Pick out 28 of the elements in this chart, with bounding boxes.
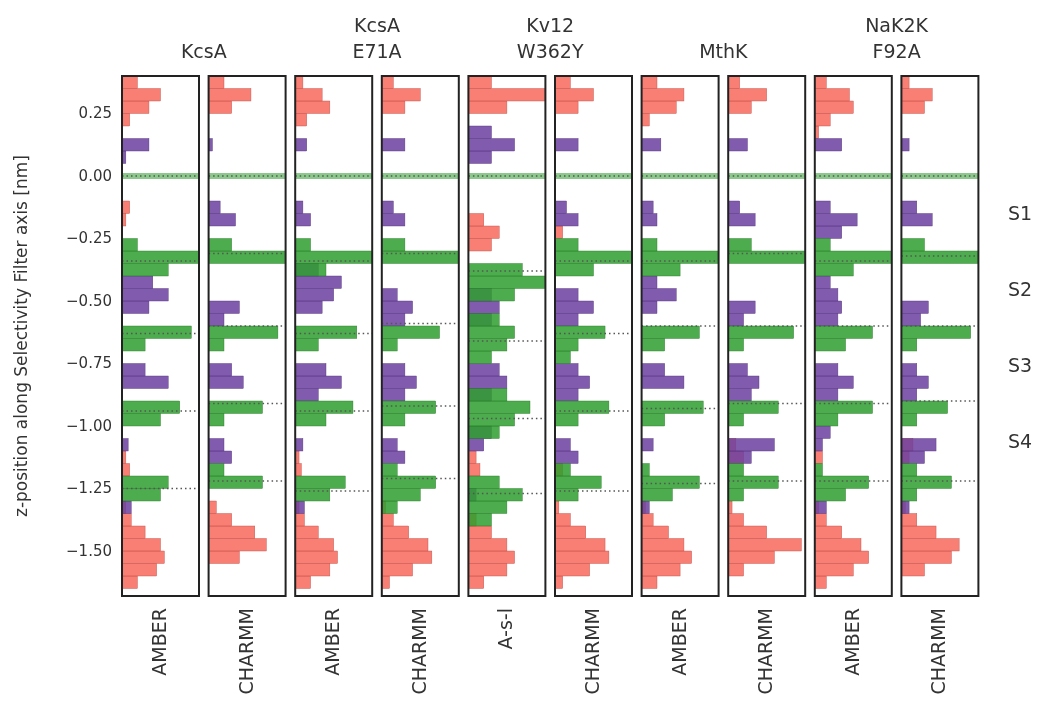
- y-tick-label: −1.25: [66, 479, 112, 497]
- text: AMBER: [667, 608, 690, 676]
- text: CHARMM: [927, 608, 950, 695]
- chart-title: Kv12 W362Y: [516, 14, 584, 62]
- text: S1: [1007, 201, 1033, 224]
- y-tick-label: −1.00: [66, 416, 112, 435]
- y-tick-label: 0.00: [78, 166, 112, 185]
- text: S3: [1007, 353, 1033, 376]
- chart-title: KcsA: [180, 40, 227, 62]
- text: AMBER: [840, 608, 863, 676]
- chart-title: NaK2K F92A: [865, 14, 929, 62]
- text: AMBER: [148, 608, 170, 676]
- text: CHARMM: [754, 608, 777, 695]
- text: CHARMM: [407, 608, 430, 695]
- text: CHARMM: [234, 608, 257, 695]
- text: A-s-l: [494, 608, 517, 650]
- text: AMBER: [321, 608, 344, 676]
- y-tick-label: −0.50: [66, 291, 112, 310]
- chart-title: MthK: [699, 40, 749, 62]
- y-tick-label: −1.50: [66, 541, 112, 560]
- y-axis-title: z-position along Selectivity Filter axis [nm]: [11, 155, 31, 517]
- text: S4: [1007, 429, 1033, 452]
- y-tick-label: −0.25: [66, 229, 112, 247]
- chart-title: KcsA E71A: [352, 14, 402, 62]
- y-tick-label: −0.75: [66, 354, 112, 372]
- text: CHARMM: [581, 608, 603, 695]
- text: S2: [1007, 277, 1033, 300]
- y-tick-label: 0.25: [78, 104, 112, 122]
